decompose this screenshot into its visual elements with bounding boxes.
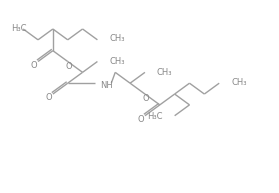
Text: O: O (138, 115, 144, 124)
Text: O: O (65, 62, 72, 71)
Text: CH₃: CH₃ (109, 57, 125, 66)
Text: O: O (45, 93, 52, 102)
Text: H₃C: H₃C (11, 25, 27, 34)
Text: CH₃: CH₃ (157, 68, 172, 77)
Text: NH: NH (100, 81, 113, 90)
Text: CH₃: CH₃ (109, 34, 125, 43)
Text: H₃C: H₃C (147, 112, 163, 121)
Text: O: O (143, 94, 149, 103)
Text: O: O (31, 61, 37, 70)
Text: CH₃: CH₃ (231, 78, 247, 87)
